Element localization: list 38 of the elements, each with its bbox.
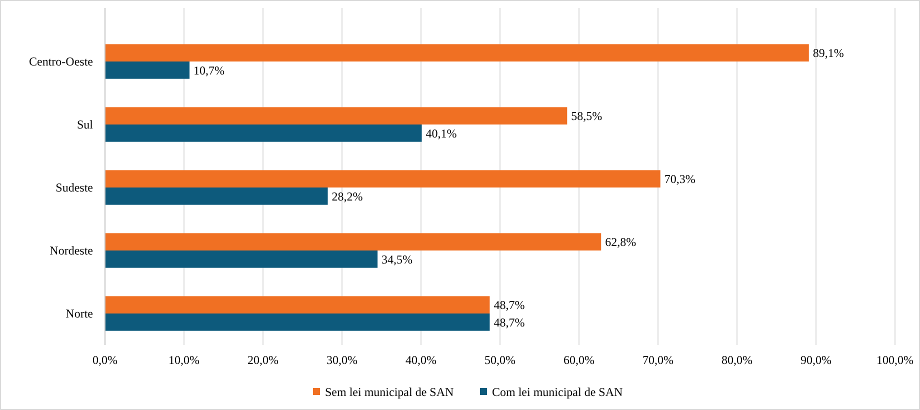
data-label: 58,5% [571, 109, 602, 124]
y-tick-label: Centro-Oeste [29, 54, 93, 69]
y-tick-label: Norte [66, 306, 93, 321]
data-label: 48,7% [494, 315, 525, 330]
data-label: 62,8% [605, 235, 636, 250]
data-label: 89,1% [812, 46, 844, 60]
data-label: 10,7% [194, 63, 225, 78]
x-tick-label: 50,0% [484, 353, 516, 367]
bar [105, 250, 378, 268]
y-tick-label: Sul [76, 118, 94, 132]
data-label: 48,7% [494, 298, 525, 312]
x-tick-label: 60,0% [564, 353, 594, 367]
legend-label: Com lei municipal de SAN [492, 385, 623, 400]
x-tick-label: 10,0% [168, 353, 200, 367]
legend-label: Sem lei municipal de SAN [325, 385, 454, 400]
bar [105, 296, 490, 314]
data-label: 40,1% [426, 126, 457, 140]
x-tick-label: 40,0% [406, 353, 436, 367]
x-tick-label: 20,0% [248, 353, 278, 367]
data-label: 34,5% [382, 252, 413, 266]
x-tick-label: 100,0% [876, 353, 914, 367]
bar [105, 170, 660, 188]
y-tick-label: Nordeste [50, 244, 93, 258]
x-tick-label: 90,0% [800, 353, 832, 367]
bar [105, 44, 809, 62]
x-tick-label: 80,0% [722, 353, 752, 367]
y-tick-label: Sudeste [56, 180, 93, 195]
x-tick-label: 30,0% [326, 353, 358, 367]
bar [105, 233, 602, 250]
data-label: 70,3% [664, 172, 696, 186]
bar [105, 188, 328, 205]
bar [105, 124, 422, 142]
bar [105, 107, 568, 124]
x-tick-label: 70,0% [642, 353, 674, 367]
bar [105, 62, 190, 79]
data-label: 28,2% [332, 189, 363, 204]
x-tick-label: 0,0% [92, 353, 118, 367]
bar [105, 314, 490, 331]
